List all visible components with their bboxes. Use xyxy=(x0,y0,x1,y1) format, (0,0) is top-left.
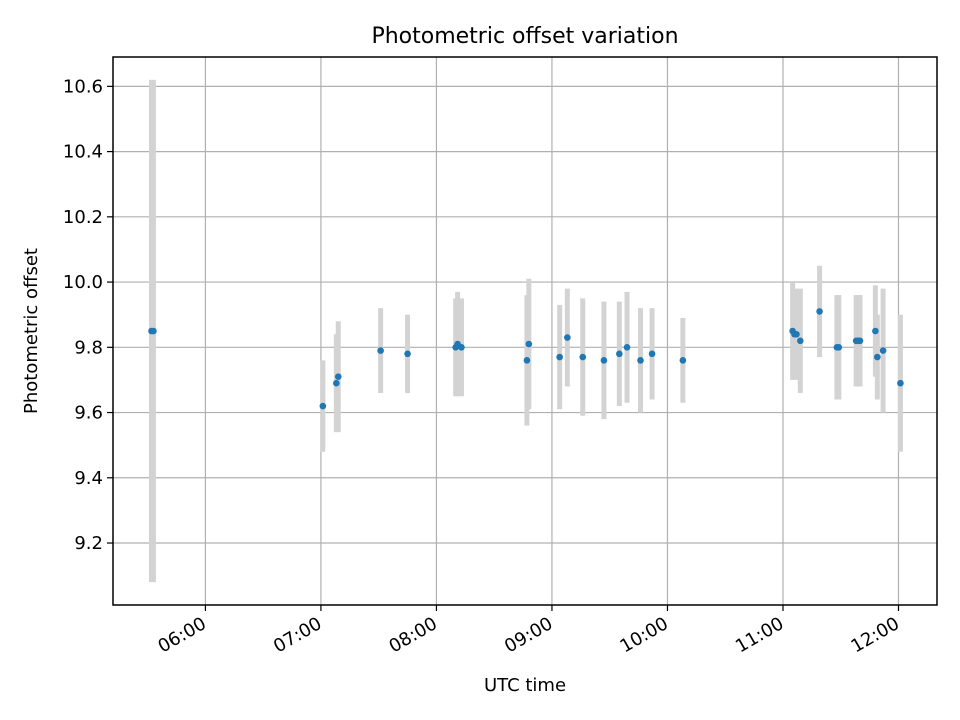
data-point xyxy=(897,379,904,387)
y-axis-label: Photometric offset xyxy=(21,248,42,414)
y-tick-label: 9.6 xyxy=(74,403,103,424)
data-point xyxy=(579,353,587,361)
plot-frame xyxy=(112,56,938,606)
data-point xyxy=(150,327,157,335)
data-point xyxy=(564,334,571,341)
data-point xyxy=(600,357,608,364)
grid xyxy=(113,57,937,605)
data-point xyxy=(874,353,881,361)
chart-title: Photometric offset variation xyxy=(371,24,678,49)
y-tick-label: 10.6 xyxy=(63,76,103,97)
y-tick-label: 10.0 xyxy=(63,272,103,293)
data-point xyxy=(334,373,342,380)
y-tick-label: 10.4 xyxy=(63,142,103,163)
data-point xyxy=(623,344,631,351)
data-point xyxy=(856,337,864,345)
data-point xyxy=(816,308,823,315)
y-tick-label: 10.2 xyxy=(63,207,103,228)
data-point xyxy=(872,327,879,335)
data-point xyxy=(404,350,411,358)
data-point xyxy=(377,347,384,354)
data-point xyxy=(523,357,531,364)
data-point xyxy=(793,330,800,338)
y-tick-label: 9.8 xyxy=(74,337,103,358)
data-point xyxy=(319,402,327,410)
data-point xyxy=(333,379,340,387)
data-point xyxy=(835,344,843,351)
data-points xyxy=(148,308,904,410)
y-tick-label: 9.2 xyxy=(74,533,103,554)
y-axis: 9.2 9.4 9.6 9.8 10.0 10.2 10.4 10.6 xyxy=(63,76,113,554)
data-point xyxy=(525,340,533,348)
data-point xyxy=(797,337,804,345)
data-point xyxy=(556,353,563,361)
data-point xyxy=(648,350,656,358)
data-point xyxy=(679,357,687,364)
data-point xyxy=(879,347,887,354)
y-tick-label: 9.4 xyxy=(74,468,103,489)
x-axis-label: UTC time xyxy=(484,675,566,696)
data-point xyxy=(637,357,644,364)
data-point xyxy=(458,344,465,351)
data-point xyxy=(616,350,623,358)
